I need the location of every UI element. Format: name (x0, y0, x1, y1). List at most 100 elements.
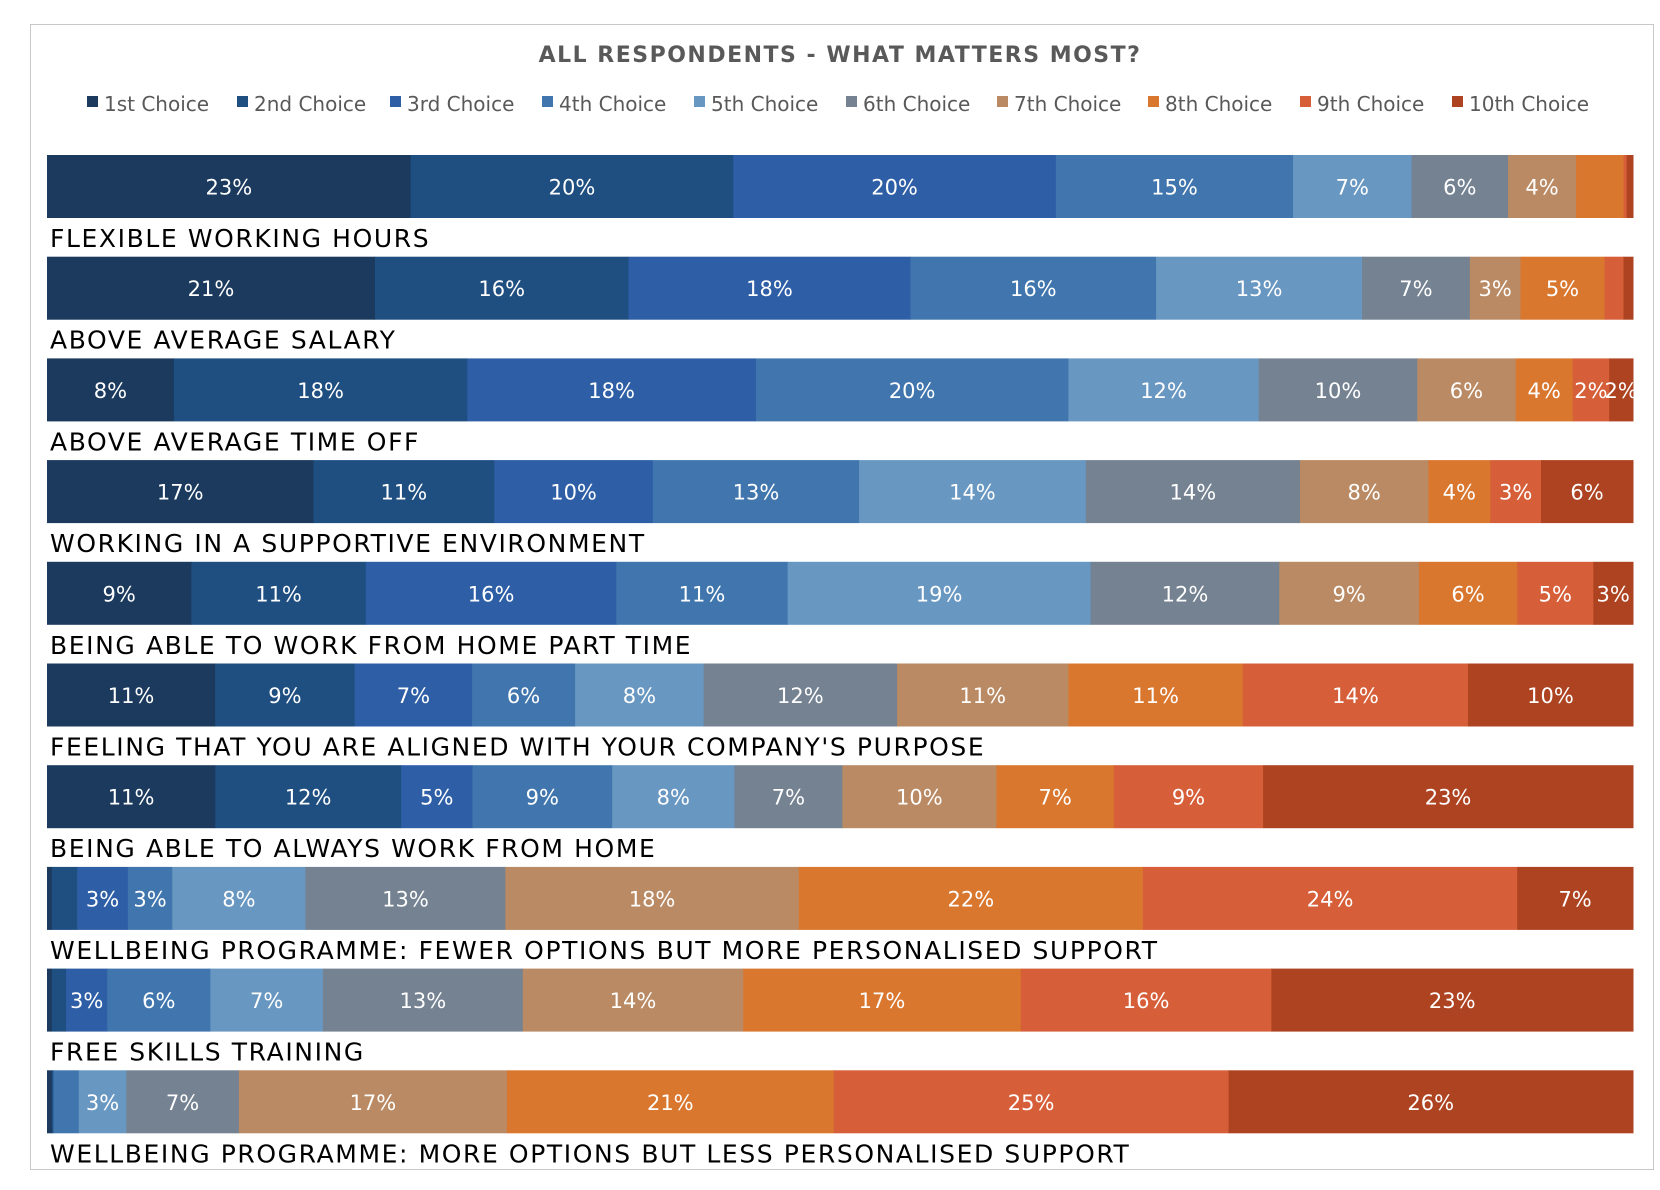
bar-row-5: 9% 11% 16% 11% 19% 12% 9% 6% 5% 3% BEING ABLE TO W… (47, 561, 1634, 660)
bar-segment-4-2 (313, 460, 495, 524)
bar-segment-10-5 (78, 1070, 127, 1134)
bar-segment-6-2 (215, 663, 356, 727)
category-label-5: BEING ABLE TO WORK FROM HOME PART TIME (50, 631, 692, 660)
bar-value-label-6-10: 10% (1527, 684, 1574, 708)
category-label-2: ABOVE AVERAGE SALARY (50, 326, 397, 355)
bar-segment-8-6 (305, 866, 506, 930)
bar-segment-7-6 (734, 765, 843, 829)
bar-value-label-8-10: 7% (1558, 887, 1591, 911)
bar-segment-2-3 (628, 256, 912, 320)
bar-segment-7-10 (1263, 765, 1634, 829)
bar-value-label-2-7: 3% (1478, 277, 1511, 301)
bar-value-label-10-6: 7% (166, 1091, 199, 1115)
bar-value-label-7-2: 12% (285, 786, 332, 810)
bar-row-7: 11% 12% 5% 9% 8% 7% 10% 7% 9% 23% BEING ABLE TO AL… (47, 765, 1634, 863)
bar-segment-5-10 (1593, 561, 1634, 625)
bar-value-label-6-7: 11% (959, 684, 1006, 708)
legend-swatch-10 (1452, 96, 1463, 107)
bar-value-label-6-6: 12% (777, 684, 824, 708)
category-label-10: WELLBEING PROGRAMME: MORE OPTIONS BUT LE… (50, 1139, 1130, 1168)
bar-value-label-7-3: 5% (420, 786, 453, 810)
bar-segment-10-10 (1228, 1070, 1634, 1134)
bar-value-label-5-5: 19% (916, 582, 963, 606)
bar-segment-4-5 (859, 460, 1087, 524)
bar-value-label-2-3: 18% (746, 277, 793, 301)
bar-segment-2-7 (1469, 256, 1522, 320)
bar-segment-5-2 (191, 561, 367, 625)
bar-value-label-4-7: 8% (1348, 481, 1381, 505)
bar-row-9: 3% 6% 7% 13% 14% 17% 16% 23% FREE SKILLS TRAININ… (47, 968, 1634, 1067)
bar-row-1: 23% 20% 20% 15% 7% 6% 4% FLEXIBLE WORKING HOURS (47, 155, 1634, 253)
bar-value-label-7-5: 8% (657, 786, 690, 810)
bar-segment-5-6 (1090, 561, 1280, 625)
bar-value-label-8-7: 18% (629, 887, 676, 911)
chart-bars: 23% 20% 20% 15% 7% 6% 4% FLEXIBLE WORKING HOURS… (47, 155, 1638, 1168)
bar-segment-8-10 (1517, 866, 1634, 930)
category-label-3: ABOVE AVERAGE TIME OFF (50, 427, 420, 456)
bar-value-label-3-2: 18% (297, 379, 344, 403)
bar-segment-2-10 (1623, 256, 1634, 320)
bar-segment-6-6 (703, 663, 898, 727)
bar-value-label-6-5: 8% (623, 684, 656, 708)
bar-segment-1-10 (1626, 155, 1634, 218)
bar-segment-5-4 (616, 561, 789, 625)
bar-row-2: 21% 16% 18% 16% 13% 7% 3% 5% ABOVE AVERAGE SALAR… (47, 256, 1634, 355)
bar-segment-9-8 (743, 968, 1022, 1032)
bar-segment-1-7 (1508, 155, 1577, 218)
bar-value-label-7-10: 23% (1425, 786, 1472, 810)
legend-label-2: 2nd Choice (254, 92, 366, 116)
bar-value-label-4-6: 14% (1170, 481, 1217, 505)
bar-value-label-8-6: 13% (382, 887, 429, 911)
bar-value-label-4-4: 13% (733, 481, 780, 505)
bar-value-label-7-4: 9% (526, 786, 559, 810)
legend-swatch-6 (846, 96, 857, 107)
bar-value-label-4-1: 17% (157, 481, 204, 505)
bar-value-label-2-8: 5% (1546, 277, 1579, 301)
bar-segment-8-3 (77, 866, 129, 930)
bar-segment-8-9 (1142, 866, 1518, 930)
bar-segment-6-1 (47, 663, 216, 727)
bar-segment-3-6 (1258, 358, 1418, 422)
legend-swatch-3 (390, 96, 401, 107)
bar-segment-5-9 (1517, 561, 1594, 625)
bar-value-label-6-2: 9% (268, 684, 301, 708)
bar-segment-7-1 (47, 765, 216, 829)
category-label-7: BEING ABLE TO ALWAYS WORK FROM HOME (50, 834, 656, 863)
bar-segment-3-9 (1572, 358, 1610, 422)
legend-swatch-8 (1148, 96, 1159, 107)
bar-value-label-9-3: 3% (70, 989, 103, 1013)
category-label-1: FLEXIBLE WORKING HOURS (50, 224, 430, 253)
bar-value-label-8-9: 24% (1307, 887, 1354, 911)
bar-value-label-6-1: 11% (108, 684, 155, 708)
bar-segment-6-7 (897, 663, 1069, 727)
bar-segment-7-4 (472, 765, 613, 829)
chart-legend: 1st Choice 2nd Choice 3rd Choice 4th Choice… (87, 92, 1589, 116)
legend-swatch-1 (87, 96, 98, 107)
bar-row-4: 17% 11% 10% 13% 14% 14% 8% 4% 3% 6% WORKING IN A S… (47, 460, 1634, 558)
legend-label-8: 8th Choice (1165, 92, 1272, 116)
bar-value-label-10-5: 3% (86, 1091, 119, 1115)
bar-segment-8-2 (51, 866, 78, 930)
bar-value-label-10-8: 21% (647, 1091, 694, 1115)
legend-swatch-5 (694, 96, 705, 107)
legend-swatch-7 (997, 96, 1008, 107)
bar-value-label-1-3: 20% (871, 176, 918, 200)
bar-segment-5-3 (365, 561, 617, 625)
bar-value-label-8-5: 8% (222, 887, 255, 911)
bar-value-label-9-6: 13% (400, 989, 447, 1013)
bar-segment-4-7 (1299, 460, 1429, 524)
bar-segment-7-3 (401, 765, 473, 829)
bar-value-label-1-5: 7% (1336, 176, 1369, 200)
bar-segment-9-7 (522, 968, 744, 1032)
bar-segment-2-8 (1520, 256, 1605, 320)
bar-value-label-1-1: 23% (205, 176, 252, 200)
bar-value-label-5-1: 9% (102, 582, 135, 606)
bar-segment-10-8 (506, 1070, 835, 1134)
bar-segment-4-1 (47, 460, 314, 524)
bar-segment-7-8 (996, 765, 1115, 829)
bar-value-label-4-3: 10% (550, 481, 597, 505)
bar-value-label-2-2: 16% (478, 277, 525, 301)
bar-segment-10-1 (47, 1070, 53, 1134)
bar-value-label-10-7: 17% (350, 1091, 397, 1115)
bar-segment-3-7 (1417, 358, 1517, 422)
